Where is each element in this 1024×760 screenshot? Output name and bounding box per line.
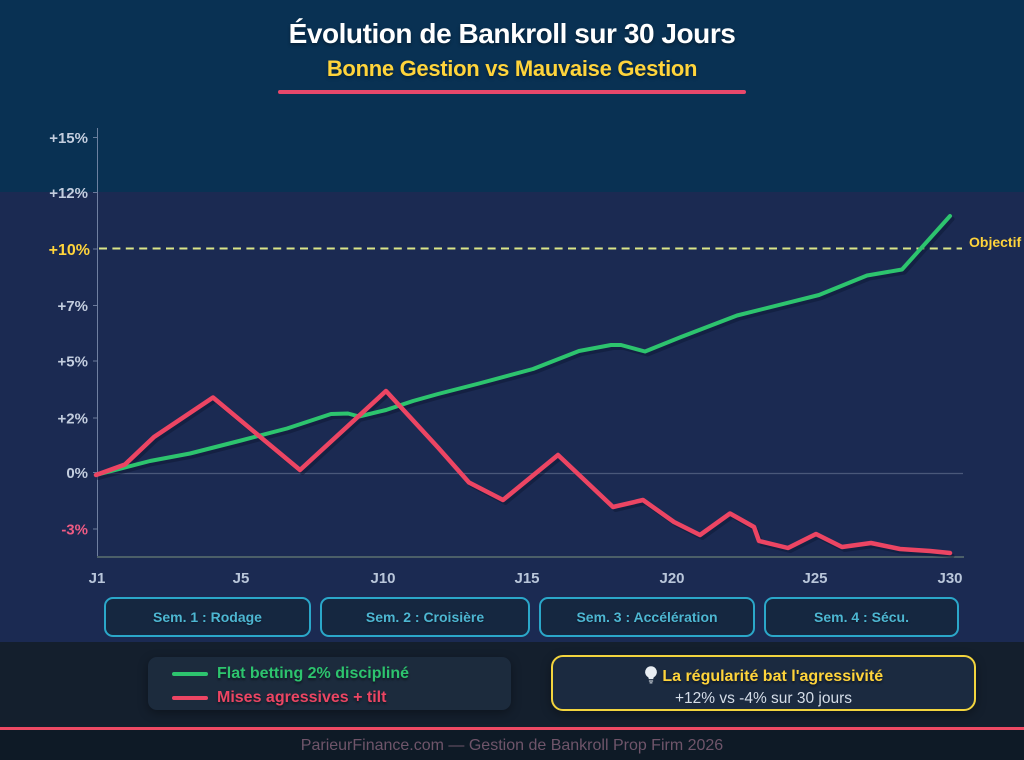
svg-text:+7%: +7% bbox=[58, 298, 88, 315]
svg-text:+10%: +10% bbox=[49, 242, 90, 259]
svg-text:+15%: +15% bbox=[49, 130, 88, 147]
svg-text:J25: J25 bbox=[802, 570, 827, 587]
svg-text:J30: J30 bbox=[937, 570, 962, 587]
svg-text:J15: J15 bbox=[514, 570, 539, 587]
svg-text:+5%: +5% bbox=[58, 354, 88, 371]
svg-text:+12%: +12% bbox=[49, 185, 88, 202]
svg-text:0%: 0% bbox=[66, 465, 88, 482]
svg-text:J1: J1 bbox=[89, 570, 106, 587]
svg-text:J5: J5 bbox=[233, 570, 250, 587]
svg-text:+2%: +2% bbox=[58, 411, 88, 428]
svg-text:J10: J10 bbox=[370, 570, 395, 587]
svg-text:J20: J20 bbox=[659, 570, 684, 587]
svg-text:Objectif: Objectif bbox=[969, 234, 1021, 250]
svg-text:-3%: -3% bbox=[61, 522, 88, 539]
